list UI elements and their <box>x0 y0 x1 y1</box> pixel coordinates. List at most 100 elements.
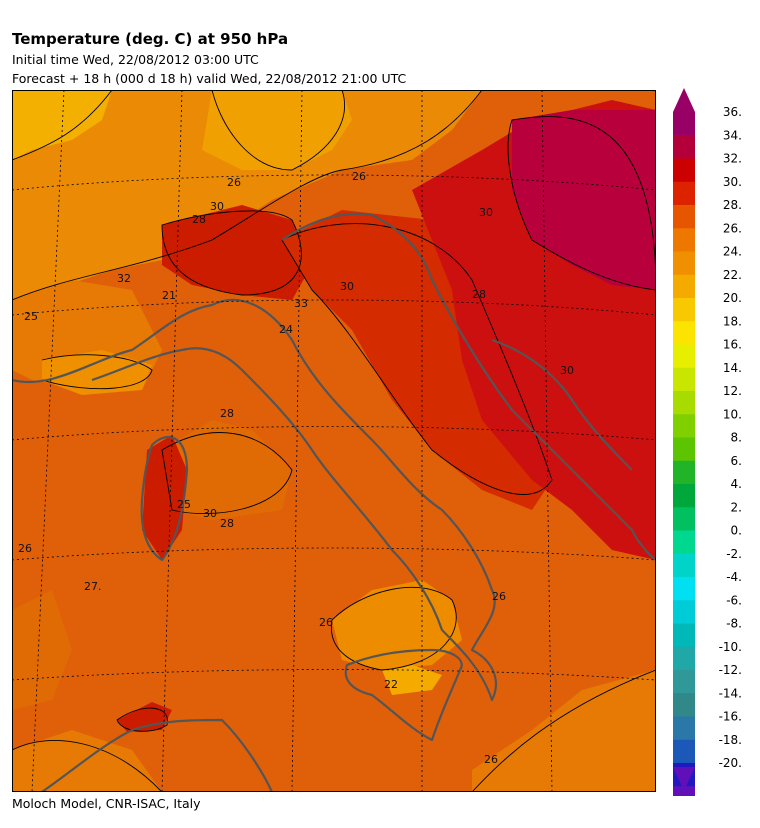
colorbar-level-label: -16. <box>719 710 742 724</box>
field-region-sicily-22 <box>382 665 442 695</box>
field-region-adriatic-30 <box>282 210 552 510</box>
colorbar-level-label: 22. <box>723 268 742 282</box>
contour-label: 30 <box>479 206 493 219</box>
colorbar-level-label: 0. <box>731 524 742 538</box>
colorbar-swatch <box>673 646 695 671</box>
colorbar-swatch <box>673 716 695 741</box>
colorbar-swatch <box>673 367 695 392</box>
colorbar-level-label: 20. <box>723 291 742 305</box>
contour-lines <box>12 90 656 792</box>
colorbar-swatch <box>673 670 695 694</box>
colorbar-swatch <box>673 391 695 415</box>
field-region-sardinia-30 <box>142 435 187 560</box>
colorbar-swatch <box>673 739 695 764</box>
contour-label: 27. <box>84 580 102 593</box>
colorbar-swatch <box>673 437 695 462</box>
colorbar-swatch <box>673 693 695 717</box>
colorbar-swatch <box>673 623 695 648</box>
colorbar-level-label: 24. <box>723 245 742 259</box>
colorbar-level-label: 34. <box>723 128 742 142</box>
contour-label: 28 <box>192 213 206 226</box>
field-region-ionian-26 <box>472 670 656 792</box>
contour-label: 24 <box>279 323 293 336</box>
colorbar-level-label: -8. <box>726 617 742 631</box>
colorbar-swatch <box>673 414 695 438</box>
contour-label: 30 <box>340 280 354 293</box>
colorbar-level-label: 6. <box>731 454 742 468</box>
colorbar-swatch <box>673 507 695 531</box>
colorbar-swatches <box>673 112 695 796</box>
colorbar-swatch <box>673 135 695 159</box>
contour-label: 30 <box>560 364 574 377</box>
temperature-map: 26 26 30 30 28 32 33 24 21 25 30 28 30 2… <box>12 90 656 792</box>
field-region-tyrrhenian-28 <box>162 420 292 520</box>
colorbar-swatch <box>673 112 695 136</box>
colorbar-level-label: 4. <box>731 477 742 491</box>
colorbar-swatch <box>673 251 695 276</box>
colorbar-arrow-top <box>673 88 695 112</box>
colorbar-level-label: -4. <box>726 570 742 584</box>
contour-label: 26 <box>18 542 32 555</box>
contour-labels: 26 26 30 30 28 32 33 24 21 25 30 28 30 2… <box>18 170 574 766</box>
contour-label: 26 <box>484 753 498 766</box>
field-region-africa-west-28 <box>12 590 72 710</box>
colorbar-swatch <box>673 344 695 369</box>
contour-label: 25 <box>24 310 38 323</box>
colorbar-swatch <box>673 577 695 601</box>
colorbar-level-label: 14. <box>723 361 742 375</box>
contour-label: 21 <box>162 289 176 302</box>
colorbar-swatch <box>673 786 695 796</box>
initial-time-label: Initial time Wed, 22/08/2012 03:00 UTC <box>12 52 259 67</box>
colorbar-swatch <box>673 158 695 183</box>
coastlines <box>12 212 656 792</box>
model-credit: Moloch Model, CNR-ISAC, Italy <box>12 796 201 811</box>
field-region-east-34 <box>512 110 656 290</box>
colorbar-swatch <box>673 553 695 578</box>
colorbar-swatch <box>673 181 695 206</box>
field-region-northwest-22 <box>12 90 112 160</box>
field-region-pov-32 <box>162 205 312 300</box>
colorbar-swatch <box>673 600 695 624</box>
colorbar-swatch <box>673 274 695 299</box>
colorbar-level-label: 26. <box>723 221 742 235</box>
colorbar-swatch <box>673 228 695 252</box>
lat-lon-grid <box>12 90 656 792</box>
colorbar-level-label: 8. <box>731 431 742 445</box>
field-region-north-24 <box>12 90 482 300</box>
contour-label: 28 <box>220 517 234 530</box>
colorbar-level-label: 30. <box>723 175 742 189</box>
map-title: Temperature (deg. C) at 950 hPa <box>12 30 289 48</box>
colorbar-level-label: -6. <box>726 593 742 607</box>
colorbar-level-label: 12. <box>723 384 742 398</box>
colorbar-level-label: 18. <box>723 314 742 328</box>
colorbar-level-label: 2. <box>731 500 742 514</box>
colorbar-level-label: -12. <box>719 663 742 677</box>
contour-label: 30 <box>203 507 217 520</box>
colorbar-level-label: 28. <box>723 198 742 212</box>
colorbar-level-label: 10. <box>723 407 742 421</box>
colorbar-swatch <box>673 460 695 485</box>
colorbar-swatch <box>673 484 695 508</box>
colorbar-labels: 36. 34. 32. 30. 28. 26. 24. 22. 20. 18. 16. 14. 12. 1… <box>719 105 742 770</box>
contour-label: 26 <box>492 590 506 603</box>
field-region-ligurian-24 <box>42 350 152 395</box>
contour-label: 28 <box>472 288 486 301</box>
colorbar-level-label: -20. <box>719 756 742 770</box>
colorbar-level-label: -10. <box>719 640 742 654</box>
contour-label: 32 <box>117 272 131 285</box>
field-region-africa-26 <box>12 730 162 792</box>
contour-label: 26 <box>319 616 333 629</box>
contour-label: 30 <box>210 200 224 213</box>
colorbar-swatch <box>673 321 695 345</box>
contour-label: 26 <box>227 176 241 189</box>
colorbar-arrow-bottom <box>673 767 695 791</box>
colorbar-legend: 36. 34. 32. 30. 28. 26. 24. 22. 20. 18. 16. 14. 12. 1… <box>673 88 742 796</box>
colorbar-swatch <box>673 298 695 322</box>
contour-label: 25 <box>177 498 191 511</box>
colorbar-level-label: -18. <box>719 733 742 747</box>
colorbar-level-label: 16. <box>723 338 742 352</box>
contour-label: 28 <box>220 407 234 420</box>
colorbar-level-label: -2. <box>726 547 742 561</box>
contour-label: 26 <box>352 170 366 183</box>
contour-label: 22 <box>384 678 398 691</box>
